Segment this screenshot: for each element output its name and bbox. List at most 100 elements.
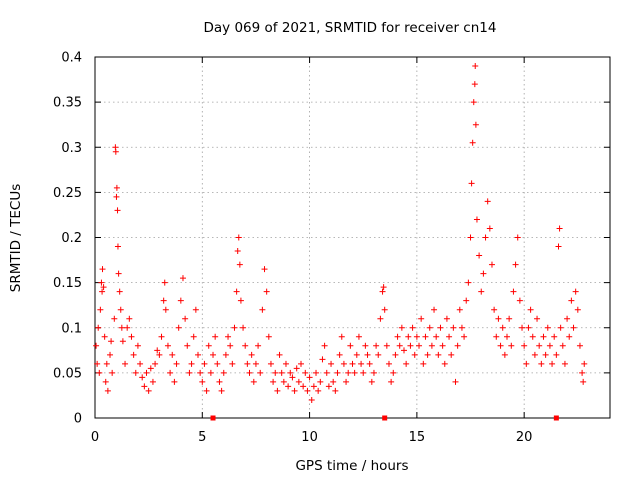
data-point <box>405 333 412 340</box>
data-point <box>113 184 120 191</box>
data-point <box>561 360 568 367</box>
data-point <box>197 369 204 376</box>
x-tick-label: 5 <box>198 430 206 445</box>
data-point <box>332 387 339 394</box>
y-axis-label: SRMTID / TECUs <box>8 184 24 292</box>
data-point <box>108 338 115 345</box>
data-point <box>143 369 150 376</box>
data-point <box>443 315 450 322</box>
data-point <box>572 288 579 295</box>
data-point <box>126 315 133 322</box>
data-point <box>298 360 304 367</box>
y-tick-label: 0 <box>74 412 82 427</box>
data-point <box>398 324 405 331</box>
data-point <box>343 378 350 385</box>
data-point <box>250 378 257 385</box>
data-point <box>289 374 296 381</box>
data-point <box>574 306 581 313</box>
data-point <box>383 342 390 349</box>
data-point <box>538 360 545 367</box>
data-point <box>529 333 536 340</box>
chart-title: Day 069 of 2021, SRMTID for receiver cn1… <box>204 20 497 36</box>
data-point <box>199 378 206 385</box>
data-point <box>422 333 429 340</box>
data-point <box>96 369 103 376</box>
data-point <box>568 297 575 304</box>
data-point <box>147 365 154 372</box>
data-point <box>497 342 504 349</box>
data-point <box>347 342 354 349</box>
data-point <box>212 333 219 340</box>
data-point <box>501 351 508 358</box>
data-point <box>124 324 131 331</box>
data-point <box>195 351 201 358</box>
data-point <box>274 387 281 394</box>
data-point <box>450 324 457 331</box>
data-point <box>246 369 253 376</box>
data-point <box>141 383 148 390</box>
data-point <box>319 356 326 363</box>
data-point <box>295 378 302 385</box>
data-point <box>401 347 407 354</box>
data-point <box>222 351 229 358</box>
data-point <box>413 333 420 340</box>
data-point <box>179 275 186 282</box>
baseline-marker <box>553 415 559 421</box>
data-point <box>216 378 223 385</box>
data-point <box>104 387 111 394</box>
data-point <box>119 338 126 345</box>
data-point <box>234 248 241 255</box>
data-point <box>366 360 373 367</box>
data-points <box>93 63 588 403</box>
data-point <box>516 297 523 304</box>
data-point <box>115 270 122 277</box>
data-point <box>244 360 251 367</box>
data-point <box>285 383 292 390</box>
data-point <box>493 333 500 340</box>
data-point <box>411 351 418 358</box>
axis-ticks <box>94 56 610 419</box>
data-point <box>118 324 125 331</box>
data-point <box>431 306 438 313</box>
data-point <box>364 351 371 358</box>
data-point <box>441 360 448 367</box>
data-point <box>188 360 195 367</box>
data-point <box>514 234 521 241</box>
data-point <box>437 324 444 331</box>
data-point <box>291 387 298 394</box>
data-point <box>184 342 191 349</box>
data-point <box>380 284 387 291</box>
data-point <box>551 333 558 340</box>
data-point <box>323 369 330 376</box>
data-point <box>368 378 375 385</box>
data-point <box>428 342 435 349</box>
y-tick-label: 0.15 <box>53 276 82 291</box>
data-point <box>512 261 519 268</box>
data-point <box>433 333 440 340</box>
data-point <box>362 342 369 349</box>
data-point <box>156 351 163 358</box>
data-point <box>531 351 538 358</box>
data-point <box>336 351 343 358</box>
baseline-marker <box>382 415 388 421</box>
data-point <box>390 369 397 376</box>
data-point <box>579 369 586 376</box>
data-point <box>169 351 176 358</box>
data-point <box>576 342 583 349</box>
data-point <box>114 243 121 250</box>
data-point <box>313 369 320 376</box>
data-point <box>171 378 178 385</box>
data-point <box>564 315 571 322</box>
data-point <box>523 360 530 367</box>
data-point <box>542 351 549 358</box>
data-point <box>499 324 506 331</box>
data-point <box>353 351 360 358</box>
data-point <box>544 324 551 331</box>
data-point <box>137 360 144 367</box>
data-point <box>182 315 189 322</box>
data-point <box>117 306 124 313</box>
data-point <box>435 351 442 358</box>
data-point <box>276 351 283 358</box>
data-point <box>192 306 199 313</box>
